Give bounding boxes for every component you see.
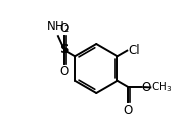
Text: O: O [124, 104, 133, 117]
Text: CH$_3$: CH$_3$ [151, 81, 172, 94]
Text: NH$_2$: NH$_2$ [46, 20, 70, 35]
Text: O: O [60, 22, 69, 35]
Text: O: O [141, 81, 151, 94]
Text: Cl: Cl [128, 44, 139, 57]
Text: O: O [60, 65, 69, 78]
Text: S: S [60, 43, 70, 57]
